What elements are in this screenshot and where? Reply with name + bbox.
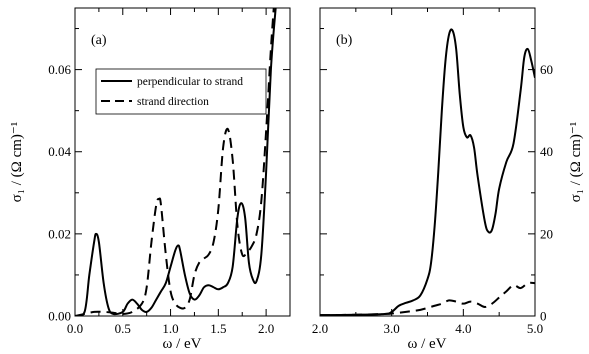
legend-entry-1: strand direction xyxy=(137,96,209,108)
panel-a: 0.0 0.5 1.0 1.5 2.0 0.00 0.02 0.04 0.06 (a) ω / … xyxy=(9,7,291,352)
legend-entry-0: perpendicular to strand xyxy=(137,76,243,88)
a-xtick-label: 1.0 xyxy=(162,321,178,336)
a-xtick-label: 2.0 xyxy=(258,321,274,336)
panel-b-xlabel: ω / eV xyxy=(407,336,446,352)
panel-b-curves xyxy=(320,28,535,316)
panel-a-frame xyxy=(74,7,291,317)
panel-a-xlabel: ω / eV xyxy=(162,336,201,352)
a-ytick-label: 0.06 xyxy=(48,62,71,77)
panel-b-frame xyxy=(319,7,536,317)
a-xtick-label: 0.5 xyxy=(115,321,131,336)
b-ytick-label: 60 xyxy=(540,62,553,77)
a-xtick-label: 0.0 xyxy=(67,321,83,336)
panel-a-ylabel: σ₁ / (Ω cm)⁻¹ xyxy=(9,122,25,203)
panel-a-label: (a) xyxy=(91,33,107,48)
b-xtick-label: 3.0 xyxy=(384,321,400,336)
a-ytick-label: 0.00 xyxy=(48,309,71,324)
a-ytick-label: 0.04 xyxy=(48,144,71,159)
b-series-perpendicular xyxy=(320,28,535,316)
a-series-strand-direction xyxy=(75,8,275,316)
b-ytick-label: 40 xyxy=(540,144,553,159)
b-ytick-label: 20 xyxy=(540,226,553,241)
panel-b-ticks: 2.0 3.0 4.0 5.00 20 40 60 xyxy=(312,8,553,336)
b-series-strand-direction xyxy=(320,281,535,316)
b-xtick-label: 4.0 xyxy=(455,321,471,336)
legend-box xyxy=(95,68,267,115)
panel-b: 2.0 3.0 4.0 5.00 20 40 60 (b) ω / eV σ₁ / (Ω c… xyxy=(312,7,584,352)
a-series-perpendicular xyxy=(75,8,277,316)
panel-b-ylabel: σ₁ / (Ω cm)⁻¹ xyxy=(568,122,584,203)
legend: perpendicular to strand strand direction xyxy=(95,68,267,115)
b-xtick-label: 2.0 xyxy=(312,321,328,336)
panel-b-label: (b) xyxy=(336,33,353,48)
a-ytick-label: 0.02 xyxy=(48,226,71,241)
a-xtick-label: 1.5 xyxy=(210,321,226,336)
b-ytick-label: 0 xyxy=(540,309,547,324)
panel-a-curves xyxy=(75,8,277,316)
panel-a-ticks: 0.0 0.5 1.0 1.5 2.0 0.00 0.02 0.04 0.06 xyxy=(48,8,291,336)
b-xtick-label: 5.0 xyxy=(527,321,543,336)
